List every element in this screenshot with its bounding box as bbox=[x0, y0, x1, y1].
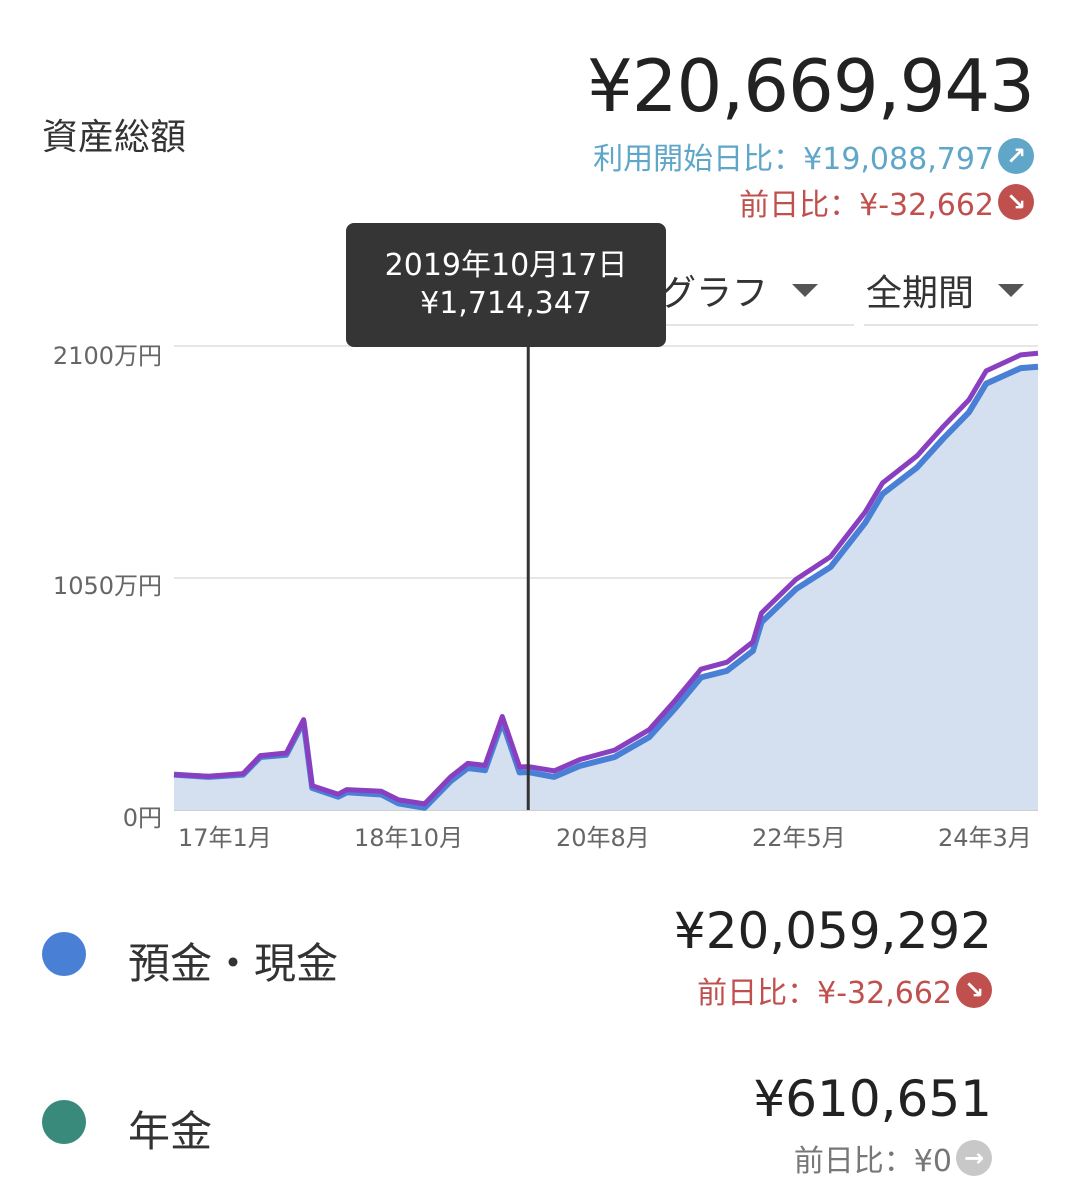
caret-down-icon bbox=[792, 283, 819, 297]
series-line-total bbox=[173, 350, 1039, 807]
total-assets-label: 資産総額 bbox=[42, 117, 187, 158]
x-tick-label: 17年1月 bbox=[178, 824, 272, 852]
legend-name-pension[interactable]: 年金 bbox=[128, 1107, 213, 1156]
x-tick-label: 18年10月 bbox=[354, 824, 464, 852]
since-start-text: 利用開始日比：¥19,088,797 bbox=[593, 142, 994, 177]
asset-chart[interactable] bbox=[0, 0, 1080, 860]
period-dropdown[interactable]: 全期間 bbox=[864, 256, 1038, 326]
legend-diff-deposits: 前日比：¥-32,662 ↘ bbox=[697, 968, 992, 1012]
legend-diff-text: 前日比：¥-32,662 bbox=[697, 976, 952, 1011]
total-assets-value: ¥20,669,943 bbox=[586, 44, 1035, 128]
legend-value-pension: ¥610,651 bbox=[753, 1070, 992, 1128]
graph-type-dropdown[interactable]: グラフ bbox=[660, 256, 854, 326]
prev-day-row: 前日比：¥-32,662 ↘ bbox=[739, 180, 1034, 224]
tooltip-value: ¥1,714,347 bbox=[420, 286, 592, 321]
y-tick-label: 2100万円 bbox=[52, 342, 162, 370]
arrow-down-right-icon: ↘ bbox=[998, 184, 1034, 220]
y-tick-label: 0円 bbox=[122, 804, 162, 832]
caret-down-icon bbox=[998, 283, 1025, 297]
legend-dot-pension bbox=[42, 1100, 86, 1144]
period-label: 全期間 bbox=[866, 273, 975, 314]
graph-type-label: グラフ bbox=[660, 273, 769, 314]
series-area-deposits bbox=[174, 366, 1038, 810]
x-tick-label: 22年5月 bbox=[752, 824, 846, 852]
chart-tooltip: 2019年10月17日 ¥1,714,347 bbox=[346, 223, 666, 347]
legend-name-deposits[interactable]: 預金・現金 bbox=[128, 939, 339, 988]
legend-value-deposits: ¥20,059,292 bbox=[673, 902, 992, 960]
legend-diff-text: 前日比：¥0 bbox=[793, 1144, 952, 1179]
arrow-down-right-icon: ↘ bbox=[956, 972, 992, 1008]
x-tick-label: 24年3月 bbox=[938, 824, 1032, 852]
arrow-up-right-icon: ↗ bbox=[998, 138, 1034, 174]
tooltip-date: 2019年10月17日 bbox=[384, 248, 628, 283]
prev-day-text: 前日比：¥-32,662 bbox=[739, 188, 994, 223]
arrow-right-icon: → bbox=[956, 1140, 992, 1176]
since-start-row: 利用開始日比：¥19,088,797 ↗ bbox=[593, 134, 1034, 178]
legend-diff-pension: 前日比：¥0 → bbox=[794, 1136, 992, 1180]
x-tick-label: 20年8月 bbox=[556, 824, 650, 852]
legend-dot-deposits bbox=[42, 932, 86, 976]
y-tick-label: 1050万円 bbox=[52, 572, 162, 600]
